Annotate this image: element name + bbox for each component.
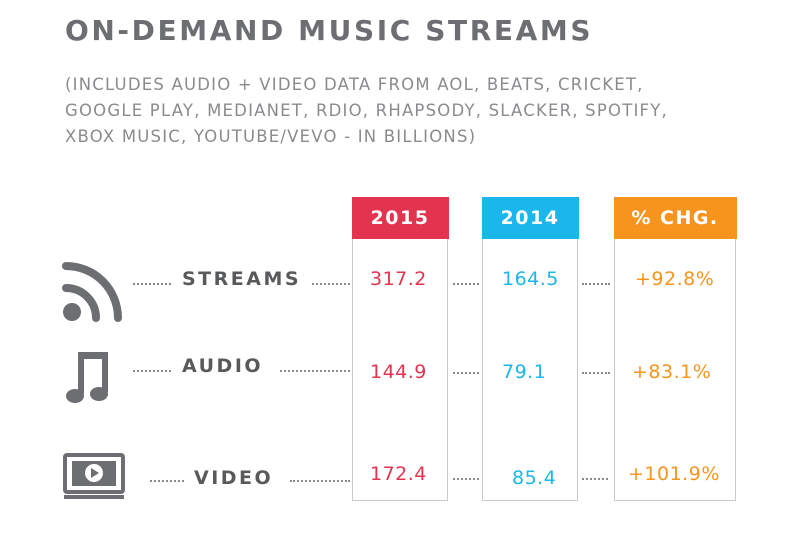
leader-dots (133, 370, 171, 372)
value-2014-audio: 79.1 (502, 361, 547, 383)
row-label-video: VIDEO (194, 467, 274, 489)
leader-dots (150, 480, 184, 482)
subtitle-line: XBOX MUSIC, YOUTUBE/VEVO - IN BILLIONS) (65, 127, 477, 146)
subtitle-line: GOOGLE PLAY, MEDIANET, RDIO, RHAPSODY, S… (65, 101, 668, 120)
row-label-streams: STREAMS (182, 268, 302, 290)
value-pct-change-video: +101.9% (628, 463, 720, 485)
leader-dots (453, 478, 479, 480)
column-header-2014: 2014 (481, 197, 579, 239)
leader-dots (453, 372, 479, 374)
leader-dots (582, 283, 610, 285)
row-label-audio: AUDIO (182, 355, 264, 377)
leader-dots (453, 283, 479, 285)
column-header-2015: 2015 (351, 197, 449, 239)
column-2015: 2015 (351, 197, 449, 501)
music-note-icon (66, 352, 108, 403)
wifi-stream-icon (62, 262, 122, 322)
leader-dots (582, 478, 608, 480)
value-2015-audio: 144.9 (370, 361, 427, 383)
leader-dots (280, 370, 350, 372)
value-2015-streams: 317.2 (370, 268, 427, 290)
value-pct-change-audio: +83.1% (632, 361, 712, 383)
column-2014: 2014 (481, 197, 579, 501)
column-pct-change: % CHG. (613, 197, 737, 501)
page-title: ON-DEMAND MUSIC STREAMS (65, 14, 594, 47)
column-header-pct-change: % CHG. (613, 197, 737, 239)
leader-dots (312, 283, 350, 285)
tv-play-icon (63, 453, 125, 499)
leader-dots (582, 372, 610, 374)
value-pct-change-streams: +92.8% (635, 268, 715, 290)
value-2014-streams: 164.5 (502, 268, 559, 290)
subtitle-line: (INCLUDES AUDIO + VIDEO DATA FROM AOL, B… (65, 75, 644, 94)
value-2014-video: 85.4 (512, 467, 557, 489)
page-subtitle: (INCLUDES AUDIO + VIDEO DATA FROM AOL, B… (65, 72, 785, 150)
leader-dots (290, 480, 350, 482)
value-2015-video: 172.4 (370, 463, 427, 485)
leader-dots (133, 283, 171, 285)
